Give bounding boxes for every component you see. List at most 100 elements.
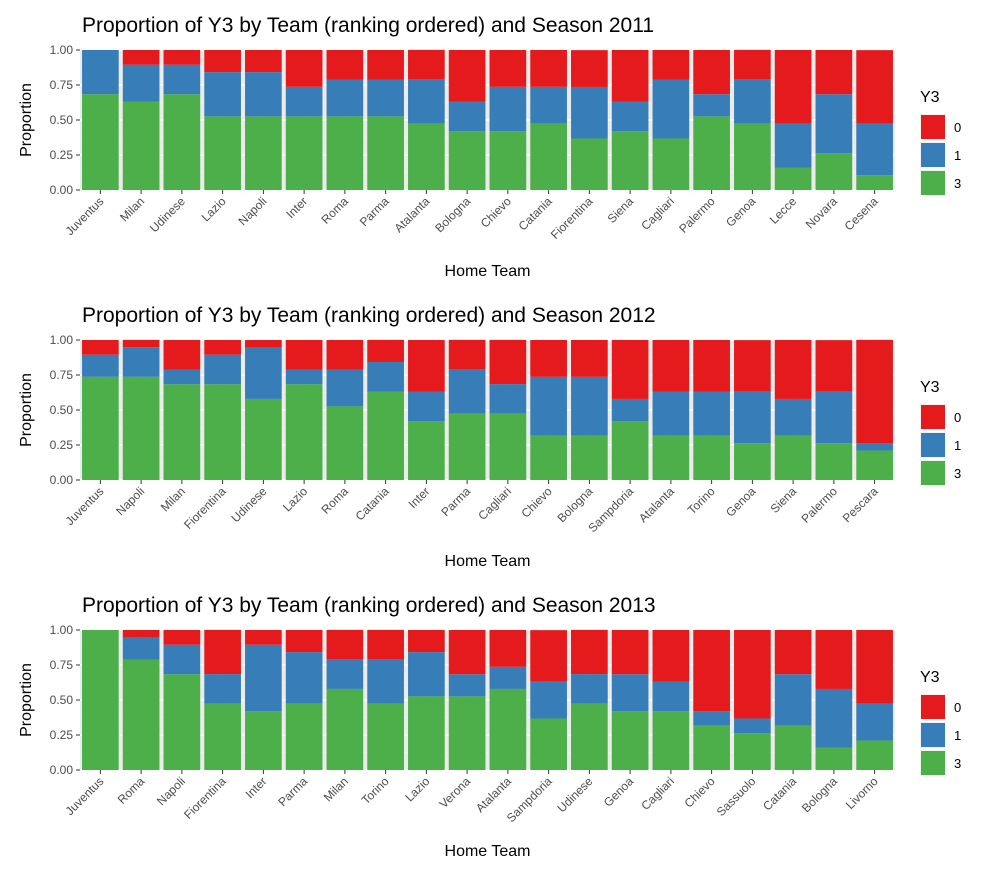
chart-panel-2011: Proportion of Y3 by Team (ranking ordere… — [0, 0, 997, 290]
bar-segment-bologna-y3-1 — [815, 688, 853, 748]
bar-segment-genoa-y3-1 — [734, 79, 771, 124]
bar-segment-atalanta-y3-1 — [489, 666, 527, 689]
bar-segment-juventus-y3-3 — [82, 94, 119, 190]
x-tick-label: Catania — [353, 484, 392, 523]
bar-segment-palermo-y3-1 — [693, 94, 730, 117]
bar-segment-cesena-y3-3 — [856, 175, 893, 190]
x-tick-label: Lecce — [767, 194, 800, 227]
bar-segment-cagliari-y3-0 — [652, 50, 690, 80]
x-tick-label: Udinese — [228, 484, 269, 525]
legend-label-3: 3 — [954, 466, 961, 481]
bar-segment-milan-y3-0 — [326, 629, 364, 660]
x-tick-label: Atalanta — [473, 774, 514, 815]
x-tick-label: Chievo — [478, 194, 515, 231]
bar-segment-napoli-y3-1 — [245, 72, 282, 117]
y-tick-label: 0.50 — [50, 113, 74, 127]
bar-segment-roma-y3-1 — [326, 79, 364, 117]
bar-segment-milan-y3-1 — [122, 64, 160, 102]
bar-segment-inter-y3-1 — [285, 86, 323, 117]
x-tick-label: Novara — [803, 194, 840, 231]
x-tick-label: Fiorentina — [181, 484, 229, 532]
x-tick-label: Napoli — [236, 194, 270, 228]
bar-segment-siena-y3-0 — [774, 340, 812, 399]
bar-segment-atalanta-y3-0 — [652, 340, 690, 392]
x-tick-label: Fiorentina — [181, 774, 229, 822]
legend-swatch-1 — [921, 723, 945, 747]
bar-segment-udinese-y3-1 — [245, 347, 282, 399]
bar-segment-genoa-y3-0 — [734, 49, 771, 80]
x-tick-label: Siena — [605, 194, 637, 226]
bar-segment-fiorentina-y3-3 — [571, 138, 608, 190]
bar-segment-inter-y3-3 — [245, 711, 282, 770]
bar-segment-bologna-y3-0 — [571, 340, 608, 377]
x-tick-label: Udinese — [554, 774, 595, 815]
bar-segment-chievo-y3-0 — [489, 50, 527, 87]
bar-segment-atalanta-y3-0 — [489, 630, 527, 667]
bar-segment-juventus-y3-1 — [82, 50, 119, 95]
bar-segment-roma-y3-3 — [326, 406, 364, 480]
bar-segment-verona-y3-1 — [448, 674, 486, 697]
legend-label-0: 0 — [954, 700, 961, 715]
bar-segment-roma-y3-0 — [122, 630, 160, 638]
legend-title: Y3 — [920, 379, 940, 396]
legend-swatch-1 — [921, 143, 945, 167]
bar-segment-juventus-y3-3 — [82, 630, 119, 770]
y-tick-label: 0.75 — [50, 368, 74, 382]
chart-title: Proportion of Y3 by Team (ranking ordere… — [82, 14, 654, 37]
legend-label-1: 1 — [954, 728, 961, 743]
x-tick-label: Sassuolo — [714, 774, 759, 819]
bar-segment-catania-y3-1 — [774, 674, 812, 726]
chart-panel-2013: Proportion of Y3 by Team (ranking ordere… — [0, 580, 997, 870]
bar-segment-cesena-y3-1 — [856, 123, 893, 176]
legend-swatch-0 — [921, 695, 945, 719]
bar-segment-livorno-y3-3 — [856, 740, 893, 770]
bar-segment-roma-y3-1 — [122, 637, 160, 660]
bar-segment-torino-y3-1 — [367, 659, 404, 704]
bar-segment-napoli-y3-0 — [122, 339, 160, 348]
bar-segment-bologna-y3-3 — [448, 131, 486, 190]
bar-segment-parma-y3-3 — [367, 116, 404, 190]
x-tick-label: Genoa — [601, 774, 637, 810]
bar-segment-lazio-y3-3 — [285, 384, 323, 480]
bar-segment-cagliari-y3-0 — [489, 339, 527, 385]
bar-segment-chievo-y3-3 — [693, 725, 730, 770]
bar-segment-torino-y3-3 — [693, 435, 730, 480]
bar-segment-sampdoria-y3-1 — [611, 398, 649, 422]
x-tick-label: Milan — [158, 484, 188, 514]
bar-segment-torino-y3-0 — [367, 629, 404, 660]
x-tick-label: Inter — [243, 774, 270, 801]
bar-segment-torino-y3-1 — [693, 391, 730, 436]
legend-swatch-3 — [921, 171, 945, 195]
bar-segment-parma-y3-1 — [285, 652, 323, 704]
bar-segment-parma-y3-1 — [448, 369, 486, 414]
bar-segment-cagliari-y3-3 — [652, 138, 690, 190]
bar-segment-udinese-y3-1 — [571, 674, 608, 704]
bar-segment-inter-y3-1 — [408, 391, 445, 422]
bar-segment-sassuolo-y3-0 — [734, 630, 771, 719]
bar-segment-genoa-y3-3 — [734, 443, 771, 480]
bar-segment-atalanta-y3-3 — [652, 435, 690, 480]
x-tick-label: Lazio — [280, 484, 310, 514]
bar-segment-juventus-y3-0 — [82, 340, 119, 355]
legend-swatch-3 — [921, 751, 945, 775]
bar-segment-palermo-y3-1 — [815, 391, 853, 444]
bar-segment-napoli-y3-3 — [163, 674, 201, 770]
y-tick-label: 0.00 — [50, 763, 74, 777]
bar-segment-cagliari-y3-0 — [652, 630, 690, 682]
x-tick-label: Atalanta — [391, 194, 432, 235]
bar-segment-milan-y3-3 — [326, 688, 364, 770]
x-tick-label: Milan — [117, 194, 147, 224]
bar-segment-cagliari-y3-1 — [652, 681, 690, 712]
bar-segment-catania-y3-3 — [530, 123, 567, 190]
bar-segment-siena-y3-1 — [774, 398, 812, 436]
legend: Y3 0 1 3 — [920, 379, 961, 486]
bar-segment-genoa-y3-0 — [611, 630, 649, 675]
bar-segment-pescara-y3-3 — [856, 450, 893, 480]
bar-segment-inter-y3-1 — [245, 644, 282, 712]
bar-segment-lazio-y3-3 — [204, 116, 241, 190]
bar-segment-udinese-y3-3 — [163, 94, 201, 190]
x-tick-label: Udinese — [147, 194, 188, 235]
bar-segment-bologna-y3-0 — [815, 630, 853, 689]
bar-segment-fiorentina-y3-1 — [204, 674, 241, 704]
